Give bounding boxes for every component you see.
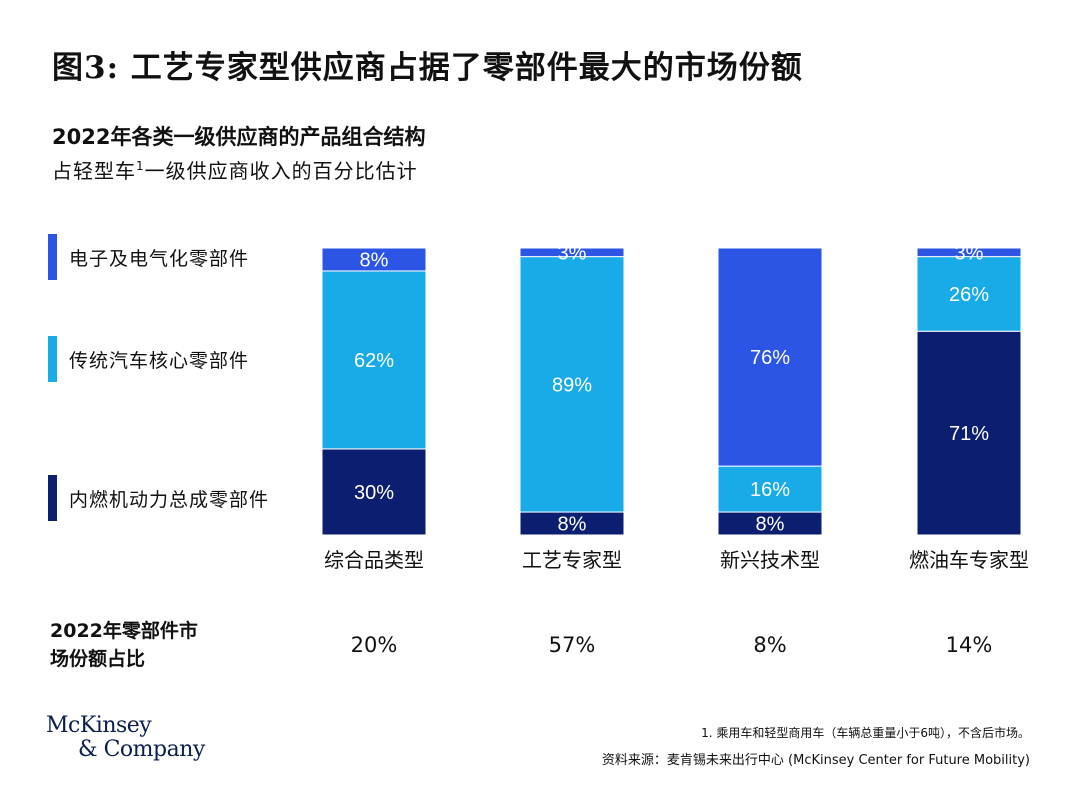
bar-segment <box>519 247 625 258</box>
market-share-value: 57% <box>548 633 596 657</box>
bar-value-label: 62% <box>354 350 394 372</box>
mckinsey-logo: McKinsey & Company <box>46 714 205 762</box>
footnote-marker: 1 <box>136 159 145 173</box>
bar-segment <box>321 247 427 272</box>
logo-line2: & Company <box>78 737 205 762</box>
bar-value-label: 8% <box>756 514 785 536</box>
bar-segment <box>321 448 427 536</box>
bar-value-label: 8% <box>360 249 389 271</box>
bar-segment <box>519 256 625 513</box>
bar-value-label: 76% <box>750 347 790 369</box>
legend-item-traditional: 传统汽车核心零部件 <box>48 336 249 382</box>
page-title: 图3: 工艺专家型供应商占据了零部件最大的市场份额 <box>52 50 803 86</box>
footnote: 1. 乘用车和轻型商用车（车辆总重量小于6吨），不含后市场。 <box>701 726 1030 740</box>
legend-swatch-electronics <box>48 234 57 280</box>
bar-value-label: 26% <box>949 284 989 306</box>
bar-segment <box>916 247 1022 258</box>
bar-value-label: 89% <box>552 374 592 396</box>
legend-item-ice: 内燃机动力总成零部件 <box>48 475 269 521</box>
logo-line1: McKinsey <box>46 713 152 738</box>
chart-subnote: 占轻型车1一级供应商收入的百分比估计 <box>52 155 418 184</box>
bar-segment <box>717 247 823 467</box>
market-share-label: 2022年零部件市 场份额占比 <box>50 617 225 673</box>
bar-segment <box>916 330 1022 536</box>
source-note: 资料来源：麦肯锡未来出行中心 (McKinsey Center for Futu… <box>601 753 1030 768</box>
legend-swatch-ice <box>48 475 57 521</box>
stacked-bar-chart: 30% 62% 8% 综合品类型 8% 89% 3% 工艺专家型 8% 16% 76% 新兴技术型 71… <box>321 242 1029 572</box>
legend-label-ice: 内燃机动力总成零部件 <box>69 488 270 511</box>
market-share-value: 20% <box>350 633 398 657</box>
bar-value-label: 3% <box>955 242 984 264</box>
bar-value-label: 30% <box>354 482 394 504</box>
category-label: 综合品类型 <box>324 548 424 572</box>
market-share-label-line1: 2022年零部件市 <box>50 620 198 642</box>
bar-segment <box>916 256 1022 332</box>
bar-value-label: 3% <box>558 242 587 264</box>
subnote-text-rest: 一级供应商收入的百分比估计 <box>144 159 418 183</box>
bar-value-label: 71% <box>949 423 989 445</box>
bar-segment <box>321 270 427 450</box>
market-share-value: 14% <box>945 633 993 657</box>
chart-subtitle: 2022年各类一级供应商的产品组合结构 <box>52 125 426 149</box>
bar-value-label: 8% <box>558 514 587 536</box>
bar-value-label: 16% <box>750 479 790 501</box>
market-share-label-line2: 场份额占比 <box>50 648 146 670</box>
category-label: 燃油车专家型 <box>909 548 1029 572</box>
category-label: 新兴技术型 <box>720 548 820 572</box>
subnote-text: 占轻型车 <box>52 159 136 183</box>
category-label: 工艺专家型 <box>522 548 622 572</box>
legend-swatch-traditional <box>48 336 57 382</box>
market-share-value: 8% <box>753 633 787 657</box>
legend-label-traditional: 传统汽车核心零部件 <box>69 349 250 372</box>
legend-item-electronics: 电子及电气化零部件 <box>48 234 249 280</box>
legend-label-electronics: 电子及电气化零部件 <box>69 247 250 270</box>
